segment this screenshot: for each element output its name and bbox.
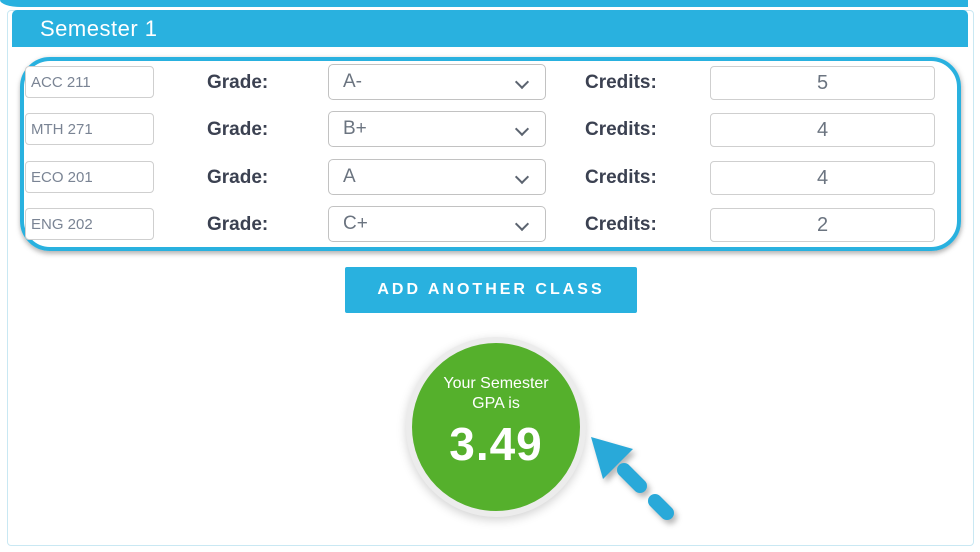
class-row: Grade: C+ Credits: [20,206,961,244]
top-divider-strip [0,0,968,7]
credits-input[interactable] [710,161,935,195]
grade-selected-value: A- [343,71,362,92]
credits-label: Credits: [585,214,657,235]
grade-select[interactable]: A- [328,64,546,100]
grade-select[interactable]: B+ [328,111,546,147]
gpa-caption: Your Semester GPA is [412,374,580,414]
chevron-down-icon [514,121,530,137]
grade-select[interactable]: C+ [328,206,546,242]
credits-label: Credits: [585,72,657,93]
credits-input[interactable] [710,66,935,100]
grade-selected-value: A [343,166,356,187]
class-name-input[interactable] [25,66,154,98]
pointer-arrow-icon [584,430,688,534]
gpa-value: 3.49 [449,418,543,470]
class-name-input[interactable] [25,113,154,145]
chevron-down-icon [514,74,530,90]
chevron-down-icon [514,216,530,232]
grade-label: Grade: [207,214,269,235]
credits-input[interactable] [710,113,935,147]
class-row: Grade: A Credits: [20,159,961,197]
gpa-caption-line2: GPA is [472,395,520,412]
class-row: Grade: A- Credits: [20,64,961,102]
grade-selected-value: B+ [343,118,367,139]
grade-selected-value: C+ [343,213,368,234]
semester-header: Semester 1 [12,10,968,47]
class-row: Grade: B+ Credits: [20,111,961,149]
add-another-class-button[interactable]: ADD ANOTHER CLASS [345,267,637,313]
gpa-result-badge: Your Semester GPA is 3.49 [406,337,586,517]
gpa-caption-line1: Your Semester [443,375,549,392]
credits-label: Credits: [585,119,657,140]
grade-label: Grade: [207,167,269,188]
class-name-input[interactable] [25,161,154,193]
chevron-down-icon [514,169,530,185]
class-rows-frame [20,57,961,251]
credits-input[interactable] [710,208,935,242]
credits-label: Credits: [585,167,657,188]
grade-label: Grade: [207,119,269,140]
grade-label: Grade: [207,72,269,93]
class-name-input[interactable] [25,208,154,240]
grade-select[interactable]: A [328,159,546,195]
semester-title: Semester 1 [40,15,158,41]
